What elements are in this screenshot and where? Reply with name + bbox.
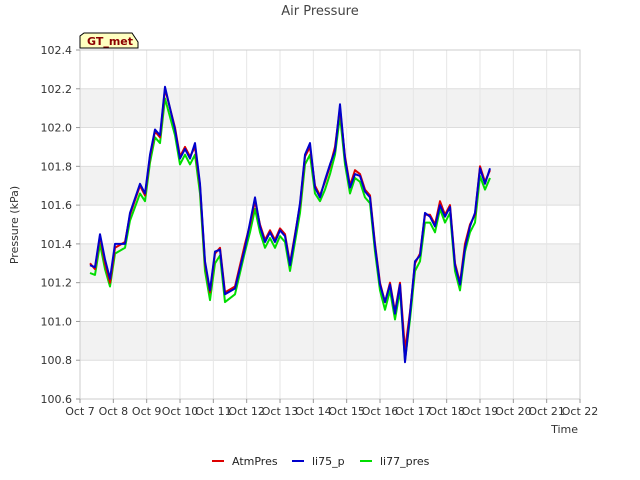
plot-band (80, 88, 580, 128)
y-axis-label: Pressure (kPa) (8, 186, 21, 264)
y-tick-label: 101.8 (41, 160, 73, 173)
x-tick-label: Oct 22 (562, 405, 599, 418)
y-tick-label: 100.6 (41, 393, 73, 406)
legend: AtmPres li75_p li77_pres (212, 455, 430, 468)
plot-band (80, 243, 580, 283)
plot-band (80, 205, 580, 244)
plot-area (80, 50, 580, 399)
y-tick-label: 102.4 (41, 44, 73, 57)
x-axis-label: Time (550, 423, 578, 436)
y-tick-label: 102.2 (41, 83, 73, 96)
x-tick-label: Oct 21 (528, 405, 565, 418)
y-tick-label: 100.8 (41, 354, 73, 367)
legend-label-li75_p: li75_p (312, 455, 345, 468)
chart-title: Air Pressure (281, 4, 359, 19)
x-tick-label: Oct 15 (328, 405, 365, 418)
series-lines (89, 85, 491, 364)
x-tick-label: Oct 10 (162, 405, 199, 418)
x-tick-label: Oct 9 (132, 405, 162, 418)
x-tick-label: Oct 19 (462, 405, 499, 418)
plot-frame (79, 49, 581, 400)
x-tick-label: Oct 18 (428, 405, 465, 418)
gt-met-badge: GT_met (79, 32, 139, 49)
x-tick-label: Oct 7 (65, 405, 95, 418)
y-tick-label: 101.2 (41, 277, 73, 290)
axes (79, 49, 581, 400)
plot-band (80, 321, 580, 361)
badge-box (79, 32, 139, 49)
badge-label: GT_met (87, 35, 133, 48)
y-tick-label: 101.6 (41, 199, 73, 212)
gridlines (79, 49, 581, 400)
x-tick-label: Oct 14 (295, 405, 332, 418)
x-tick-label: Oct 8 (99, 405, 129, 418)
plot-band (80, 282, 580, 322)
x-tick-label: Oct 12 (228, 405, 265, 418)
x-tick-label: Oct 11 (195, 405, 232, 418)
x-tick-label: Oct 16 (362, 405, 399, 418)
series-line-li75_p (89, 85, 491, 364)
y-axis-ticks: 100.6 100.8 101.0 101.2 101.4 101.6 101.8 102.0… (41, 44, 80, 406)
y-tick-label: 101.4 (41, 238, 73, 251)
x-tick-label: Oct 20 (495, 405, 532, 418)
plot-band (80, 50, 580, 89)
y-tick-label: 101.0 (41, 315, 73, 328)
legend-label-atmpres: AtmPres (232, 455, 278, 468)
legend-label-li77_pres: li77_pres (380, 455, 430, 468)
x-tick-label: Oct 17 (395, 405, 432, 418)
plot-band (80, 360, 580, 399)
x-tick-label: Oct 13 (262, 405, 299, 418)
y-tick-label: 102.0 (41, 122, 73, 135)
plot-band (80, 127, 580, 167)
